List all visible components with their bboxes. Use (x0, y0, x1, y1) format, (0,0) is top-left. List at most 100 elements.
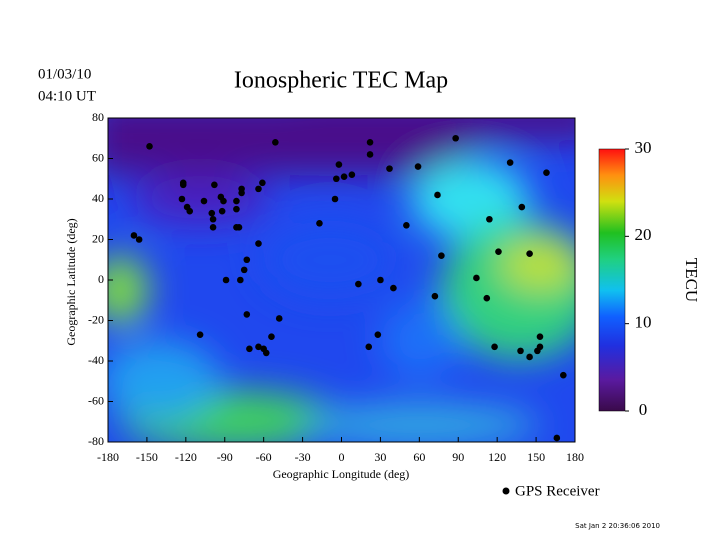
colorbar-tick-label: 10 (635, 313, 652, 332)
gps-receiver (246, 345, 253, 353)
colorbar (598, 148, 626, 412)
y-tick-label: 80 (92, 110, 104, 124)
colorbar-tick-label: 30 (635, 138, 652, 157)
gps-receiver (335, 161, 343, 168)
gps-receiver (200, 197, 208, 205)
x-tick-label: -90 (217, 450, 233, 464)
x-tick-label: 60 (413, 450, 425, 464)
y-tick-label: 40 (92, 191, 104, 205)
y-tick-label: -80 (88, 434, 104, 448)
tec-field (108, 118, 575, 442)
gps-receiver (316, 220, 323, 227)
gps-receiver (365, 343, 373, 351)
gps-receiver (483, 294, 491, 302)
gps-receiver (179, 181, 187, 189)
y-tick-label: 0 (98, 272, 104, 286)
gps-receiver (135, 236, 143, 243)
y-axis-label: Geographic Latitude (deg) (64, 218, 78, 345)
gps-receiver (333, 175, 340, 183)
x-tick-label: -30 (295, 450, 311, 464)
x-tick-label: 0 (339, 450, 345, 464)
gps-receiver (560, 371, 567, 379)
x-tick-label: 180 (566, 450, 584, 464)
gps-receiver (255, 343, 262, 351)
gps-receiver (211, 181, 218, 189)
y-tick-label: 60 (92, 150, 104, 164)
gps-receiver (536, 333, 544, 341)
colorbar-label: TECU (682, 258, 701, 302)
legend-label: GPS Receiver (515, 483, 600, 499)
gps-receiver (237, 276, 244, 284)
gps-receiver (473, 274, 480, 282)
gps-receiver (390, 284, 397, 292)
gps-receiver (340, 173, 348, 181)
gps-receiver (146, 143, 153, 150)
gps-receiver (486, 215, 493, 223)
gps-receiver (275, 315, 283, 322)
gps-receiver (366, 139, 374, 146)
gps-receiver (526, 250, 533, 257)
x-tick-label: -60 (256, 450, 272, 464)
gps-receiver (268, 333, 275, 341)
gps-receiver (526, 353, 533, 361)
gps-receiver (386, 165, 393, 172)
gps-receiver (243, 256, 251, 264)
gps-receiver (536, 343, 544, 351)
date: 01/03/10 (38, 66, 91, 82)
gps-receiver (243, 311, 251, 318)
gps-receiver (403, 222, 410, 229)
gps-receiver (495, 248, 502, 255)
gps-receiver (366, 151, 374, 158)
time: 04:10 UT (38, 88, 96, 104)
gps-receiver (218, 207, 226, 215)
chart-title: Ionospheric TEC Map (234, 68, 448, 94)
gps-receiver (434, 191, 441, 199)
gps-receiver (377, 276, 384, 284)
y-tick-label: 20 (92, 231, 104, 245)
x-tick-label: -180 (97, 450, 119, 464)
gps-receiver (543, 169, 550, 176)
gps-receiver (355, 280, 362, 288)
x-tick-label: 90 (452, 450, 464, 464)
x-axis-label: Geographic Longitude (deg) (273, 467, 410, 481)
gps-receiver (233, 205, 240, 213)
gps-receiver (233, 197, 240, 205)
gps-receiver (331, 195, 339, 203)
footer-timestamp: Sat Jan 2 20:36:06 2010 (575, 522, 660, 530)
gps-receiver (208, 209, 216, 217)
gps-receiver (431, 292, 439, 300)
colorbar-tick-label: 0 (639, 400, 648, 419)
x-tick-label: -150 (136, 450, 158, 464)
gps-receiver (438, 252, 445, 259)
x-tick-label: 30 (374, 450, 386, 464)
x-tick-label: 120 (488, 450, 506, 464)
gps-receiver (209, 224, 217, 231)
y-tick-label: -20 (88, 312, 104, 326)
gps-receiver (186, 207, 194, 215)
y-tick-label: -60 (88, 393, 104, 407)
gps-receiver (553, 434, 561, 442)
gps-receiver (235, 224, 243, 231)
gps-receiver (178, 195, 186, 203)
gps-receiver (491, 343, 498, 351)
gps-receiver (374, 331, 382, 338)
gps-receiver (209, 215, 217, 223)
gps-receiver (452, 134, 459, 142)
gps-receiver (255, 185, 262, 193)
gps-receiver (517, 347, 524, 355)
gps-receiver (518, 203, 526, 211)
colorbar-tick-label: 20 (635, 225, 652, 244)
gps-receiver (238, 189, 245, 197)
gps-receiver (240, 266, 248, 274)
legend-marker (502, 487, 510, 495)
gps-receiver (255, 240, 262, 247)
gps-receiver (220, 197, 227, 205)
gps-receiver (222, 276, 230, 284)
x-tick-label: -120 (175, 450, 197, 464)
y-tick-label: -40 (88, 353, 104, 367)
gps-receiver (196, 331, 204, 338)
gps-receiver (130, 232, 138, 239)
gps-receiver (259, 179, 266, 187)
